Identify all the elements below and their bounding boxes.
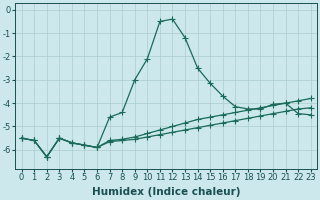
- X-axis label: Humidex (Indice chaleur): Humidex (Indice chaleur): [92, 187, 240, 197]
